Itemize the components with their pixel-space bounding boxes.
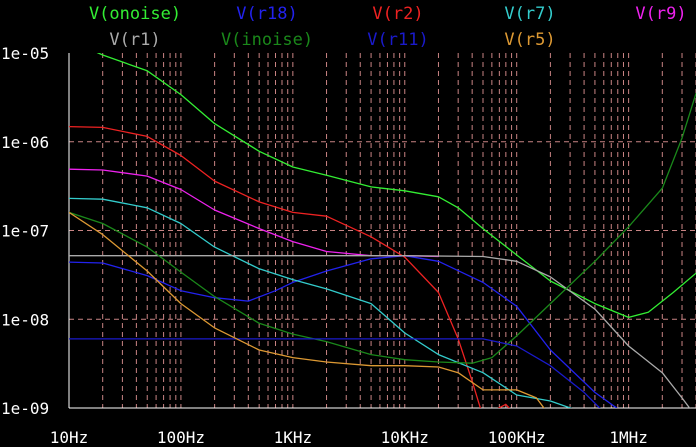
x-tick-label: 1MHz — [609, 428, 648, 447]
legend-entry: V(onoise) — [89, 4, 181, 24]
y-tick-label: 1e-08 — [1, 310, 49, 329]
legend-entry: V(r2) — [372, 4, 423, 24]
series-lines — [69, 53, 696, 408]
legend-entry: V(inoise) — [221, 30, 313, 50]
legend-entry: V(r1) — [109, 30, 160, 50]
legend-entry: V(r11) — [367, 30, 428, 50]
x-tick-label: 100Hz — [157, 428, 205, 447]
legend-entry: V(r5) — [504, 30, 555, 50]
series-line-v-r5 — [69, 211, 545, 408]
legend-entry: V(r9) — [635, 4, 686, 24]
x-tick-label: 10Hz — [50, 428, 89, 447]
legend-entry: V(r7) — [504, 4, 555, 24]
y-tick-label: 1e-07 — [1, 222, 49, 241]
x-tick-label: 100KHz — [488, 428, 546, 447]
series-line-v-r1 — [69, 255, 691, 408]
series-line-v-inoise — [69, 92, 696, 364]
legend: V(onoise) V(r18) V(r2) V(r7) V(r9) V(r1) V(ino… — [89, 4, 687, 50]
series-line-v-r18 — [69, 255, 618, 408]
axes — [68, 53, 696, 409]
x-tick-label: 1KHz — [274, 428, 313, 447]
grid — [69, 53, 696, 408]
x-tick-label: 10KHz — [381, 428, 429, 447]
legend-entry: V(r18) — [236, 4, 297, 24]
series-line-v-onoise — [96, 53, 696, 319]
y-tick-label: 1e-09 — [1, 399, 49, 418]
y-tick-label: 1e-05 — [1, 44, 49, 63]
y-tick-label: 1e-06 — [1, 133, 49, 152]
tick-labels: 10Hz 100Hz 1KHz 10KHz 100KHz 1MHz 1e-05 1e-06 1e… — [1, 44, 648, 447]
series-line-v-r2 — [69, 125, 510, 408]
series-line-v-r7 — [69, 197, 573, 408]
